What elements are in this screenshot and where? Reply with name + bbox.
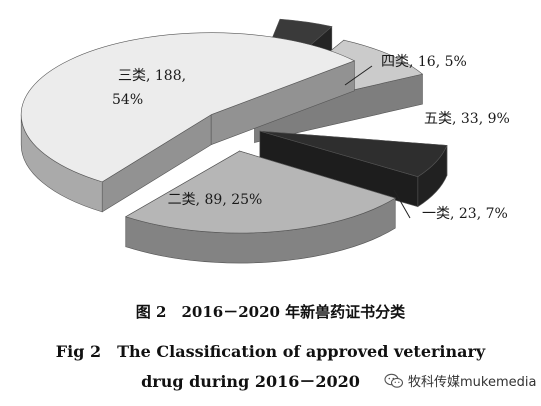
slice-label: 三类, 188,: [118, 68, 186, 84]
wechat-icon: [384, 373, 404, 388]
pie-slice: [125, 150, 396, 264]
pie-slice: [259, 130, 448, 208]
slice-label: 二类, 89, 25%: [168, 192, 263, 208]
figure-caption-chinese: 图 2 2016－2020 年新兽药证书分类: [135, 303, 406, 321]
slice-label: 54%: [112, 92, 143, 108]
pie-chart: 一类, 23, 7% 二类, 89, 25% 三类, 188, 54% 四类, 16, …: [20, 18, 510, 264]
figure-caption-english-line1: Fig 2 The Classification of approved vet…: [55, 342, 486, 361]
watermark: 牧科传媒mukemedia: [384, 371, 536, 390]
pie-slice: [20, 32, 356, 213]
figure-caption-english-line2: drug during 2016－2020: [141, 372, 360, 391]
leader-line: [393, 189, 411, 219]
watermark-text: 牧科传媒mukemedia: [408, 375, 537, 390]
slice-label: 五类, 33, 9%: [424, 111, 510, 127]
slice-label: 一类, 23, 7%: [422, 206, 508, 222]
leader-line: [344, 65, 373, 86]
slice-label: 四类, 16, 5%: [381, 54, 467, 70]
